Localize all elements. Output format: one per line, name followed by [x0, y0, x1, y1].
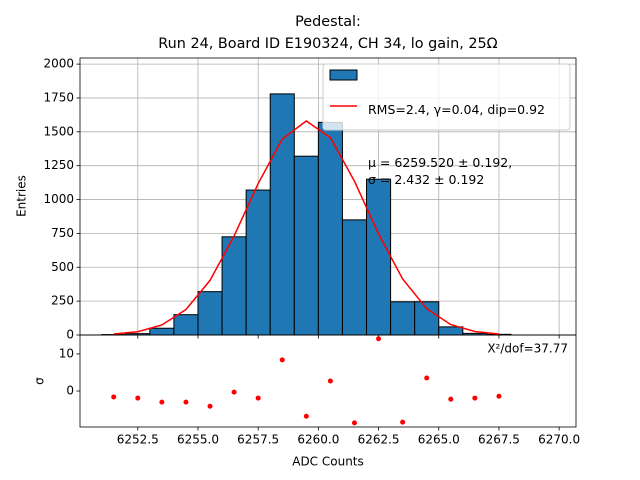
y-tick-label: 10	[59, 346, 74, 360]
axes-frame	[79, 334, 577, 428]
residual-point	[135, 395, 141, 401]
fit-line	[113, 120, 500, 335]
legend-labels: RMS=2.4, γ=0.04, dip=0.92 μ = 6259.520 ±…	[368, 67, 545, 207]
residual-point	[279, 357, 285, 363]
histogram-bar	[366, 178, 392, 336]
x-tick-label: 6262.5	[358, 433, 400, 447]
histogram-bar	[173, 314, 199, 336]
annotation: X²/dof=37.77	[487, 342, 568, 356]
chart-subtitle: Run 24, Board ID E190324, CH 34, lo gain…	[158, 36, 497, 52]
legend-box	[322, 63, 571, 131]
legend-label: RMS=2.4, γ=0.04, dip=0.92	[368, 102, 546, 117]
y-tick-label: 250	[51, 294, 74, 308]
residual-point	[376, 336, 382, 342]
histogram-bar	[341, 219, 368, 336]
y-tick-label: 0	[66, 384, 74, 398]
histogram-bar	[149, 327, 175, 336]
residual-point	[183, 399, 189, 405]
residual-point	[424, 375, 430, 381]
y-tick-label: 0	[66, 328, 74, 342]
histogram-bar	[245, 189, 271, 336]
histogram-bar	[269, 93, 295, 336]
residual-point	[303, 413, 309, 419]
y-tick-label: 500	[51, 260, 74, 274]
legend-swatch	[329, 69, 358, 81]
y-tick-label: 1750	[43, 90, 74, 104]
x-tick-label: 6270.0	[538, 433, 580, 447]
x-tick-label: 6267.5	[478, 433, 520, 447]
residual-point	[159, 399, 165, 405]
x-tick-label: 6265.0	[418, 433, 460, 447]
histogram-bar	[317, 121, 343, 336]
y-tick-label: 1250	[43, 158, 74, 172]
x-tick-label: 6257.5	[237, 433, 279, 447]
x-axis-label: ADC Counts	[292, 455, 364, 469]
histogram-bar	[414, 301, 440, 336]
histogram-bar	[390, 301, 416, 336]
x-tick-label: 6260.0	[297, 433, 339, 447]
y-axis-label: Entries	[15, 175, 29, 217]
histogram-bar	[438, 326, 464, 336]
residual-point	[207, 403, 213, 409]
y-axis-label: σ	[33, 377, 47, 385]
residual-point	[472, 395, 478, 401]
residual-point	[111, 394, 117, 400]
histogram-bar	[197, 291, 223, 336]
y-tick-label: 1500	[43, 124, 74, 138]
residual-point	[231, 389, 237, 395]
y-tick-label: 2000	[43, 57, 74, 71]
residual-point	[496, 393, 502, 399]
x-tick-label: 6252.5	[117, 433, 159, 447]
x-tick-label: 6255.0	[177, 433, 219, 447]
residual-point	[400, 419, 406, 425]
residual-point	[327, 378, 333, 384]
residual-point	[351, 420, 357, 426]
y-tick-label: 750	[51, 226, 74, 240]
legend-label: μ = 6259.520 ± 0.192, σ = 2.432 ± 0.192	[368, 155, 513, 187]
histogram-bar	[293, 155, 319, 336]
y-tick-label: 1000	[43, 192, 74, 206]
residual-point	[255, 395, 261, 401]
residual-point	[448, 396, 454, 402]
chart-title: Pedestal:	[295, 14, 361, 30]
